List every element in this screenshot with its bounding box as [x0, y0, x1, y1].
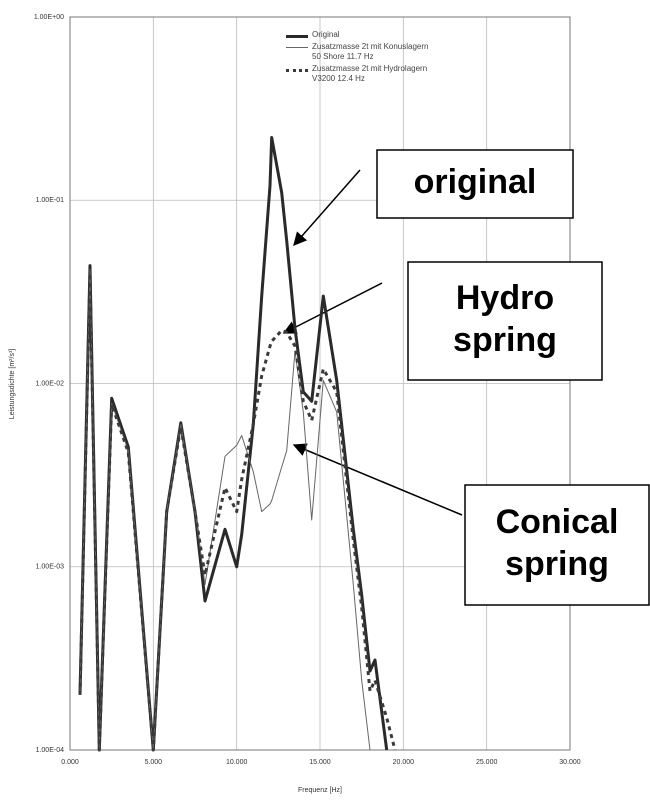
plot-frame — [69, 16, 571, 751]
annotation-box — [376, 149, 574, 219]
x-tick-label: 30.000 — [559, 759, 581, 766]
arrow — [282, 282, 383, 334]
x-axis-label: Frequenz [Hz] — [298, 787, 342, 794]
annotation: Hydro — [456, 279, 554, 317]
x-tick-label: 25.000 — [476, 759, 498, 766]
legend-entry: Zusatzmasse 2t mit Hydrolagern V3200 12.… — [286, 64, 436, 84]
legend-label: Zusatzmasse 2t mit Hydrolagern V3200 12.… — [312, 64, 428, 83]
annotation: original — [414, 163, 537, 201]
arrow — [292, 443, 463, 516]
legend: Original Zusatzmasse 2t mit Konuslagern 5… — [286, 30, 436, 86]
legend-entry: Original — [286, 30, 436, 40]
x-tick-label: 15.000 — [309, 759, 331, 766]
x-tick-label: 10.000 — [226, 759, 248, 766]
y-tick-label: 1.00E+00 — [34, 14, 64, 21]
y-tick-label: 1.00E-04 — [36, 747, 65, 754]
legend-label: Zusatzmasse 2t mit Konuslagern 50 Shore … — [312, 42, 429, 61]
legend-swatch — [286, 35, 308, 38]
annotation-box — [407, 261, 603, 381]
y-axis-label: Leistungsdichte [m²/s³] — [9, 349, 16, 419]
legend-label: Original — [312, 30, 340, 39]
y-tick-label: 1.00E-01 — [36, 197, 65, 204]
y-tick-label: 1.00E-02 — [36, 380, 65, 387]
x-tick-label: 5.000 — [145, 759, 163, 766]
series-line — [78, 271, 397, 752]
y-tick-label: 1.00E-03 — [36, 564, 65, 571]
legend-swatch — [286, 69, 308, 72]
annotation: Conical — [496, 503, 619, 541]
annotation-box — [464, 484, 650, 606]
arrow — [293, 169, 361, 247]
x-tick-label: 20.000 — [393, 759, 415, 766]
annotation: spring — [505, 545, 609, 583]
x-tick-label: 0.000 — [61, 759, 79, 766]
legend-swatch — [286, 47, 308, 48]
annotation: spring — [453, 321, 557, 359]
legend-entry: Zusatzmasse 2t mit Konuslagern 50 Shore … — [286, 42, 436, 62]
series-line — [79, 268, 371, 751]
